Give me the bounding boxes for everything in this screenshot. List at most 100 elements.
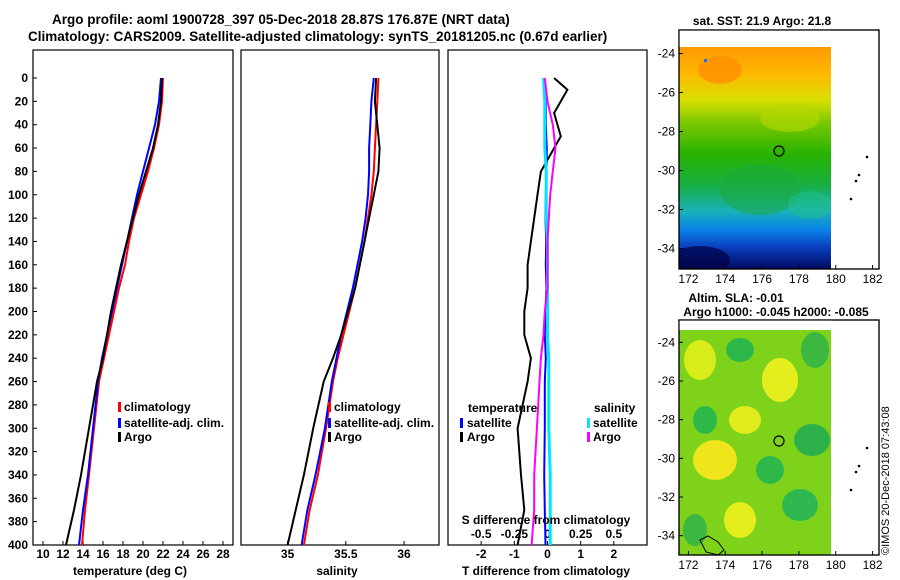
salinity-panel: 35 35.5 36 salinity xyxy=(240,49,440,578)
depth-tick-label: 100 xyxy=(8,188,28,202)
x-tick-label: 35 xyxy=(281,547,295,561)
lat-tick-label: -24 xyxy=(658,47,676,61)
imos-stamp: ©IMOS 20-Dec-2018 07:43:08 xyxy=(880,406,892,555)
legend-swatch-satellite xyxy=(118,418,121,428)
x-tick-label: 24 xyxy=(176,547,190,561)
series-line-argo xyxy=(286,77,381,546)
sla-map-title-line1: Altim. SLA: -0.01 xyxy=(688,291,784,305)
salinity-legend: climatology satellite-adj. clim. Argo xyxy=(328,400,434,444)
legend-swatch-t-satellite xyxy=(460,418,463,428)
t-diff-tick-label: -1 xyxy=(509,547,520,561)
s-diff-tick-label: 0 xyxy=(544,527,551,541)
s-difference-title: S difference from climatology xyxy=(462,513,631,527)
lat-tick-label: -30 xyxy=(658,451,676,465)
depth-tick-label: 240 xyxy=(8,351,28,365)
lon-tick-label: 182 xyxy=(863,272,883,286)
lat-tick-label: -26 xyxy=(658,86,676,100)
lat-tick-label: -34 xyxy=(658,529,676,543)
legend-label-climatology: climatology xyxy=(124,400,191,414)
legend-label-t-satellite: satellite xyxy=(467,416,512,430)
depth-tick-label: 160 xyxy=(8,258,28,272)
lon-tick-label: 176 xyxy=(752,558,772,572)
lat-tick-label: -30 xyxy=(658,164,676,178)
island-dots xyxy=(849,446,869,492)
series-line-satellite-adj-clim- xyxy=(300,77,375,546)
x-tick-label: 26 xyxy=(196,547,210,561)
x-tick-label: 36 xyxy=(397,547,411,561)
legend-swatch-argo xyxy=(328,432,331,442)
depth-tick-label: 260 xyxy=(8,375,28,389)
t-diff-tick-label: 1 xyxy=(577,547,584,561)
lon-tick-label: 174 xyxy=(715,272,735,286)
depth-tick-label: 300 xyxy=(8,421,28,435)
lat-tick-label: -24 xyxy=(658,335,676,349)
depth-tick-label: 120 xyxy=(8,211,28,225)
legend-label-satellite: satellite-adj. clim. xyxy=(334,416,434,430)
depth-tick-label: 220 xyxy=(8,328,28,342)
legend-swatch-argo xyxy=(118,432,121,442)
t-diff-tick-label: 2 xyxy=(610,547,617,561)
depth-tick-label: 280 xyxy=(8,398,28,412)
temperature-panel: 0 20 40 60 80 100 120 140 160 180 200 220 240 260 280 3… xyxy=(8,49,452,578)
x-tick-label: 35.5 xyxy=(334,547,358,561)
series-line-s-argo xyxy=(530,77,557,546)
depth-tick-label: 200 xyxy=(8,305,28,319)
lon-tick-label: 182 xyxy=(863,558,883,572)
lat-tick-label: -28 xyxy=(658,125,676,139)
depth-tick-label: 380 xyxy=(8,515,28,529)
legend-swatch-climatology xyxy=(118,402,121,412)
figure-title-line2: Climatology: CARS2009. Satellite-adjuste… xyxy=(28,29,608,44)
depth-tick-label: 320 xyxy=(8,445,28,459)
x-tick-label: 28 xyxy=(216,547,230,561)
legend-label-s-satellite: satellite xyxy=(593,416,638,430)
lon-tick-label: 172 xyxy=(678,558,698,572)
x-tick-label: 22 xyxy=(156,547,170,561)
temperature-legend: climatology satellite-adj. clim. Argo xyxy=(118,400,224,444)
difference-ticks: -2 -1 0 1 2 -0.5 -0.25 0 0.25 0.5 xyxy=(471,527,623,561)
sla-map: Altim. SLA: -0.01 Argo h1000: -0.045 h20… xyxy=(658,291,883,572)
legend-label-satellite: satellite-adj. clim. xyxy=(124,416,224,430)
depth-tick-label: 20 xyxy=(15,94,29,108)
legend-label-argo: Argo xyxy=(124,430,152,444)
lon-tick-label: 178 xyxy=(789,272,809,286)
legend-swatch-satellite xyxy=(328,418,331,428)
lat-tick-label: -28 xyxy=(658,413,676,427)
sla-map-ticks: 172 174 176 178 180 182 -24 -26 -28 -30 -32 -34 xyxy=(658,335,883,572)
t-diff-tick-label: 0 xyxy=(544,547,551,561)
depth-tick-label: 0 xyxy=(21,71,28,85)
sst-map-ticks: 172 174 176 178 180 182 -24 -26 -28 -30 -32 -34 xyxy=(658,47,883,287)
depth-tick-label: 60 xyxy=(15,141,29,155)
legend-swatch-s-satellite xyxy=(587,418,590,428)
depth-tick-label: 400 xyxy=(8,538,28,552)
lat-tick-label: -34 xyxy=(658,242,676,256)
lon-tick-label: 176 xyxy=(752,272,772,286)
legend-label-climatology: climatology xyxy=(334,400,401,414)
difference-legend: temperature satellite Argo salinity sate… xyxy=(460,401,638,444)
s-diff-tick-label: 0.25 xyxy=(569,527,593,541)
depth-tick-label: 180 xyxy=(8,281,28,295)
difference-lines xyxy=(516,77,569,546)
sst-map: sat. SST: 21.9 Argo: 21.8 172 174 176 178 18… xyxy=(658,14,883,286)
salinity-lines xyxy=(286,77,381,546)
depth-tick-label: 340 xyxy=(8,468,28,482)
s-diff-tick-label: -0.5 xyxy=(471,527,492,541)
temperature-xlabel: temperature (deg C) xyxy=(73,564,187,578)
lat-tick-label: -32 xyxy=(658,490,676,504)
x-tick-label: 12 xyxy=(56,547,70,561)
sst-map-title: sat. SST: 21.9 Argo: 21.8 xyxy=(693,14,832,28)
temperature-lines xyxy=(65,77,164,546)
figure-title-line1: Argo profile: aoml 1900728_397 05-Dec-20… xyxy=(52,12,510,27)
argo-position-marker xyxy=(773,435,785,447)
x-tick-label: 18 xyxy=(116,547,130,561)
depth-tick-label: 140 xyxy=(8,234,28,248)
legend-title-temperature: temperature xyxy=(468,401,538,415)
legend-label-s-argo: Argo xyxy=(593,430,621,444)
t-difference-xlabel: T difference from climatology xyxy=(462,564,630,578)
sla-map-title-line2: Argo h1000: -0.045 h2000: -0.085 xyxy=(683,305,869,319)
argo-position-marker xyxy=(773,145,785,157)
depth-tick-label: 80 xyxy=(15,164,29,178)
lat-tick-label: -32 xyxy=(658,203,676,217)
salinity-xlabel: salinity xyxy=(316,564,358,578)
depth-tick-label: 360 xyxy=(8,491,28,505)
